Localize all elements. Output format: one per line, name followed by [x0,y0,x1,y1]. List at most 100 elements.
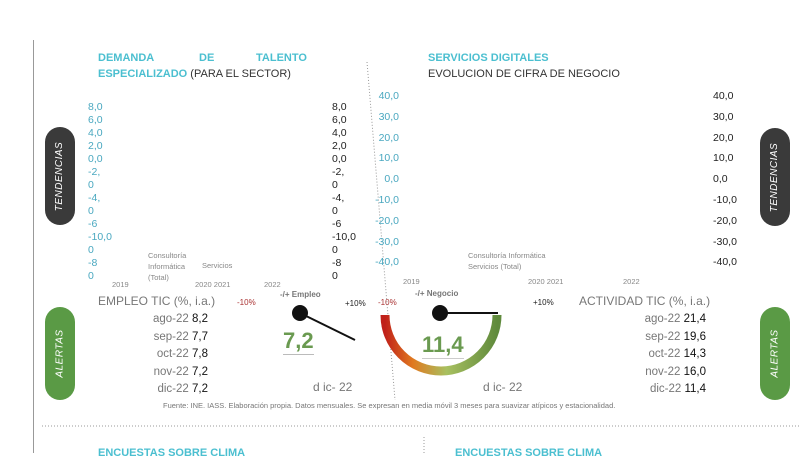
table-row: sep-22 19,6 [620,329,706,347]
row-value: 14,3 [683,348,706,360]
table-row: nov-22 16,0 [620,364,706,382]
left-subtitle: ESPECIALIZADO (PARA EL SECTOR) [98,68,291,80]
row-value: 11,4 [684,383,706,395]
left-axis-right-tick: -8 [332,257,342,269]
left-gauge-min: -10% [237,298,256,307]
source-note: Fuente: INE. IASS. Elaboración propia. D… [163,401,616,410]
tendencias-label: TENDENCIAS [769,142,781,212]
alertas-button-right[interactable]: ALERTAS [760,307,790,400]
left-axis-tick: 0,0 [88,153,103,165]
right-axis-tick-right: -30,0 [713,235,737,248]
row-value: 19,6 [683,330,706,343]
right-gauge-min: -10% [378,298,397,307]
left-gauge-max: +10% [345,299,366,308]
row-month: dic-22 [649,383,682,395]
right-gauge-max: +10% [533,298,554,307]
table-row: ago-22 21,4 [620,311,706,329]
legend-text: Informática [148,262,186,271]
left-legend-consultoria: Consultoría Informática (Total) [148,250,186,283]
left-axis-tick: 0 [88,244,94,256]
left-gauge-label: -/+ Empleo [280,290,321,299]
right-gauge-date: d ic- 22 [483,380,523,394]
left-title-word: DEMANDA [98,52,155,64]
right-axis-tick-left: -30,0 [375,235,399,248]
left-axis-tick: -8 [88,257,98,269]
left-axis-right-tick: 0 [332,270,338,282]
row-value: 7,2 [192,365,208,378]
right-axis-tick-right: -20,0 [713,214,737,227]
right-subtitle: EVOLUCION DE CIFRA DE NEGOCIO [428,68,620,80]
left-axis-tick: 4,0 [88,127,103,139]
table-row: sep-22 7,7 [140,329,208,347]
right-axis-tick-right: 10,0 [713,152,734,165]
table-row: oct-22 7,8 [140,346,208,364]
tendencias-label: TENDENCIAS [54,141,66,211]
right-axis-tick-right: 40,0 [713,90,734,102]
left-gauge-needle [292,305,356,341]
left-axis-tick: 8,0 [88,101,103,113]
left-title-word: TALENTO [256,52,307,64]
left-axis-right-tick: 0,0 [332,153,347,165]
table-row: ago-22 8,2 [140,311,208,329]
row-month: sep-22 [153,330,189,343]
table-row: nov-22 7,2 [140,364,208,382]
legend-text: Consultoría Informática [468,251,546,260]
left-year: 2020 2021 [195,280,231,289]
right-axis-tick-right: 0,0 [713,173,728,186]
right-gauge-value: 11,4 [422,332,464,359]
right-year: 2022 [623,277,640,286]
left-axis-right-tick: -6 [332,218,342,230]
right-axis-tick-left: 30,0 [378,110,399,123]
left-axis-right-tick: -10,0 [332,231,356,243]
left-axis-right-tick: -2, [332,166,345,178]
left-axis-right-tick: 4,0 [332,127,347,139]
right-gauge [380,305,502,376]
row-month: nov-22 [645,365,681,378]
legend-text: Servicios (Total) [468,262,522,271]
left-year: 2022 [264,280,281,289]
row-month: dic-22 [157,383,189,395]
right-year: 2020 2021 [528,277,564,286]
tendencias-button-left[interactable]: TENDENCIAS [45,127,75,225]
left-year: 2019 [112,280,129,289]
row-month: sep-22 [645,330,681,343]
table-row: dic-22 11,4 [620,381,706,399]
left-title-bold: ESPECIALIZADO [98,68,188,80]
left-gauge-value: 7,2 [283,328,314,355]
right-axis-tick-left: -10,0 [375,194,399,206]
row-value: 7,2 [192,383,208,395]
tendencias-button-right[interactable]: TENDENCIAS [760,128,790,226]
left-axis-right-tick: 8,0 [332,101,347,113]
bottom-left-title: ENCUESTAS SOBRE CLIMA [98,447,246,459]
right-axis-tick-left: 0,0 [384,173,399,186]
row-value: 16,0 [683,365,706,378]
right-title: SERVICIOS DIGITALES [428,52,549,64]
left-axis-right-tick: 0 [332,179,338,191]
table-row: oct-22 14,3 [620,346,706,364]
left-axis-tick: 2,0 [88,140,103,152]
row-month: nov-22 [153,365,189,378]
right-table-title: ACTIVIDAD TIC (%, i.a.) [579,294,711,308]
row-month: ago-22 [644,313,681,325]
right-axis-tick-right: 30,0 [713,110,734,123]
left-axis-tick: -4, [88,192,101,204]
legend-text: (Total) [148,273,169,282]
left-axis-tick: 0 [88,270,94,282]
left-axis-tick: -10,0 [88,231,112,243]
alertas-button-left[interactable]: ALERTAS [45,307,75,400]
right-legend: Consultoría Informática Servicios (Total) [468,250,546,272]
right-axis-tick-left: 10,0 [378,152,399,165]
row-month: oct-22 [648,348,681,360]
left-axis-tick: 6,0 [88,114,103,126]
left-title-word: DE [199,52,215,64]
left-legend-servicios: Servicios [202,261,233,270]
right-axis-tick-left: -20,0 [375,214,399,227]
legend-text: Consultoría [148,251,187,260]
left-title-rest: (PARA EL SECTOR) [190,68,291,80]
left-axis-right-tick: 0 [332,244,338,256]
left-axis-tick: 0 [88,205,94,217]
row-value: 7,7 [192,330,208,343]
table-row: dic-22 7,2 [140,381,208,399]
right-axis-tick-right: -40,0 [713,256,737,269]
left-axis-right-tick: 6,0 [332,114,347,126]
